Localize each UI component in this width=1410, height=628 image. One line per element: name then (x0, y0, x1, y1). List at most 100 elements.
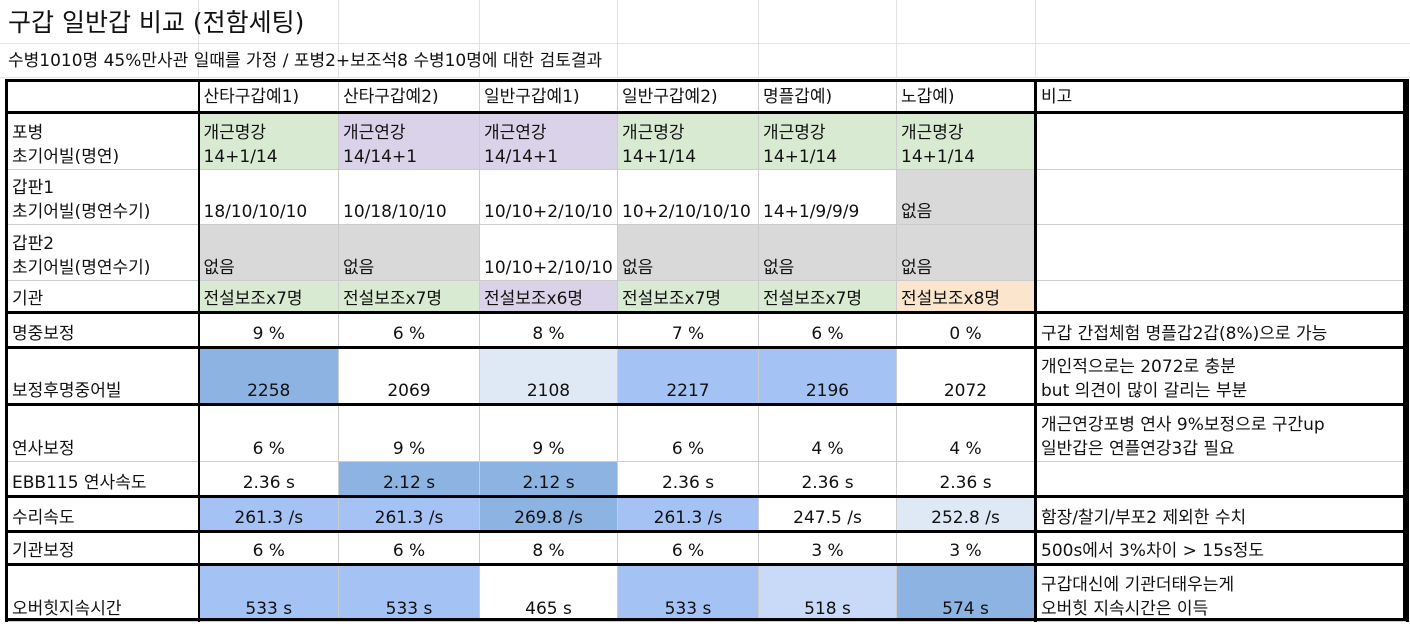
value-cell[interactable]: 533 s (617, 563, 759, 622)
value-cell[interactable]: 4 % (758, 403, 897, 462)
remark-cell[interactable]: 개인적으로는 2072로 충분 but 의견이 많이 갈리는 부분 (1034, 346, 1409, 405)
table-row: 명중보정 9 % 6 % 8 % 7 % 6 % 0 % 구갑 간접체험 명플갑2갑(8%)으… (5, 311, 1409, 348)
value-cell[interactable]: 2217 (617, 346, 759, 405)
value-cell[interactable]: 개근명강 14+1/14 (896, 112, 1037, 170)
value-cell[interactable]: 2.36 s (617, 461, 759, 497)
remark-cell[interactable]: 500s에서 3%차이 > 15s정도 (1034, 530, 1409, 565)
table-row: 기관보정 6 % 6 % 8 % 6 % 3 % 3 % 500s에서 3%차이 > 15s정… (5, 530, 1409, 565)
value-cell[interactable]: 2.36 s (896, 461, 1037, 497)
value-cell[interactable]: 전설보조x7명 (197, 280, 339, 313)
value-cell[interactable]: 없음 (197, 224, 339, 281)
remark-cell[interactable] (1034, 461, 1409, 497)
value-cell[interactable]: 6 % (617, 530, 759, 565)
value-cell[interactable]: 3 % (758, 530, 897, 565)
value-cell[interactable]: 개근명강 14+1/14 (197, 112, 339, 170)
value-cell[interactable]: 전설보조x7명 (338, 280, 480, 313)
remark-cell[interactable] (1034, 169, 1409, 225)
row-label: 오버힛지속시간 (5, 563, 199, 622)
row-label: 연사보정 (5, 403, 199, 462)
header-remarks: 비고 (1034, 79, 1409, 114)
remark-cell[interactable]: 구갑대신에 기관더태우는게 오버힛 지속시간은 이득 (1034, 563, 1409, 622)
value-cell[interactable]: 518 s (758, 563, 897, 622)
value-cell[interactable]: 8 % (479, 530, 618, 565)
value-cell[interactable]: 전설보조x7명 (758, 280, 897, 313)
value-cell[interactable]: 0 % (896, 311, 1037, 348)
value-cell[interactable]: 6 % (197, 403, 339, 462)
value-cell[interactable]: 2.12 s (479, 461, 618, 497)
value-cell[interactable]: 6 % (197, 530, 339, 565)
value-cell[interactable]: 533 s (197, 563, 339, 622)
value-cell[interactable]: 2.36 s (197, 461, 339, 497)
remark-cell[interactable] (1034, 280, 1409, 313)
value-cell[interactable]: 없음 (617, 224, 759, 281)
remark-cell[interactable]: 구갑 간접체험 명플갑2갑(8%)으로 가능 (1034, 311, 1409, 348)
value-cell[interactable]: 10+2/10/10/10 (617, 169, 759, 225)
value-cell[interactable]: 465 s (479, 563, 618, 622)
value-cell[interactable]: 개근명강 14+1/14 (617, 112, 759, 170)
value-cell[interactable]: 18/10/10/10 (197, 169, 339, 225)
remark-cell[interactable]: 함장/찰기/부포2 제외한 수치 (1034, 495, 1409, 532)
remark-cell[interactable] (1034, 224, 1409, 281)
row-label: EBB115 연사속도 (5, 461, 199, 497)
value-cell[interactable]: 8 % (479, 311, 618, 348)
value-cell[interactable]: 6 % (758, 311, 897, 348)
value-cell[interactable]: 전설보조x7명 (617, 280, 759, 313)
value-cell[interactable]: 533 s (338, 563, 480, 622)
row-label: 기관보정 (5, 530, 199, 565)
value-cell[interactable]: 6 % (617, 403, 759, 462)
value-cell[interactable]: 개근연강 14/14+1 (479, 112, 618, 170)
value-cell[interactable]: 2.36 s (758, 461, 897, 497)
remark-cell[interactable]: 개근연강포병 연사 9%보정으로 구간up 일반갑은 연플연강3갑 필요 (1034, 403, 1409, 462)
value-cell[interactable]: 10/18/10/10 (338, 169, 480, 225)
table-row: 기관 전설보조x7명 전설보조x7명 전설보조x6명 전설보조x7명 전설보조x7명 전설보… (5, 280, 1409, 313)
value-cell[interactable]: 252.8 /s (896, 495, 1037, 532)
sheet-subtitle: 수병1010명 45%만사관 일때를 가정 / 포병2+보조석8 수병10명에 … (8, 51, 603, 71)
value-cell[interactable]: 없음 (896, 169, 1037, 225)
value-cell[interactable]: 14+1/9/9/9 (758, 169, 897, 225)
value-cell[interactable]: 10/10+2/10/10 (479, 169, 618, 225)
value-cell[interactable]: 4 % (896, 403, 1037, 462)
comparison-table: 산타구갑예1) 산타구갑예2) 일반구갑예1) 일반구갑예2) 명플갑예) 노갑예) 비고 포… (5, 79, 1409, 622)
header-example-5: 명플갑예) (758, 79, 897, 114)
row-label: 갑판1 초기어빌(명연수기) (5, 169, 199, 225)
value-cell[interactable]: 없음 (758, 224, 897, 281)
value-cell[interactable]: 7 % (617, 311, 759, 348)
value-cell[interactable]: 2072 (896, 346, 1037, 405)
value-cell[interactable]: 247.5 /s (758, 495, 897, 532)
value-cell[interactable]: 10/10+2/10/10 (479, 224, 618, 281)
value-cell[interactable]: 전설보조x8명 (896, 280, 1037, 313)
sheet-title: 구갑 일반갑 비교 (전함세팅) (8, 8, 305, 37)
header-example-4: 일반구갑예2) (617, 79, 759, 114)
row-label: 보정후명중어빌 (5, 346, 199, 405)
value-cell[interactable]: 개근연강 14/14+1 (338, 112, 480, 170)
value-cell[interactable]: 없음 (338, 224, 480, 281)
table-row: 갑판1 초기어빌(명연수기) 18/10/10/10 10/18/10/10 10/10… (5, 169, 1409, 225)
row-label: 포병 초기어빌(명연) (5, 112, 199, 170)
value-cell[interactable]: 269.8 /s (479, 495, 618, 532)
table-row: EBB115 연사속도 2.36 s 2.12 s 2.12 s 2.36 s 2.36 … (5, 461, 1409, 497)
header-example-6: 노갑예) (896, 79, 1037, 114)
value-cell[interactable]: 2.12 s (338, 461, 480, 497)
header-row: 산타구갑예1) 산타구갑예2) 일반구갑예1) 일반구갑예2) 명플갑예) 노갑예) 비고 (5, 79, 1409, 114)
header-example-2: 산타구갑예2) (338, 79, 480, 114)
value-cell[interactable]: 2196 (758, 346, 897, 405)
value-cell[interactable]: 2258 (197, 346, 339, 405)
value-cell[interactable]: 6 % (338, 530, 480, 565)
value-cell[interactable]: 9 % (197, 311, 339, 348)
value-cell[interactable]: 261.3 /s (617, 495, 759, 532)
value-cell[interactable]: 6 % (338, 311, 480, 348)
value-cell[interactable]: 전설보조x6명 (479, 280, 618, 313)
value-cell[interactable]: 9 % (338, 403, 480, 462)
value-cell[interactable]: 261.3 /s (197, 495, 339, 532)
value-cell[interactable]: 2108 (479, 346, 618, 405)
value-cell[interactable]: 없음 (896, 224, 1037, 281)
row-label: 갑판2 초기어빌(명연수기) (5, 224, 199, 281)
value-cell[interactable]: 개근명강 14+1/14 (758, 112, 897, 170)
value-cell[interactable]: 2069 (338, 346, 480, 405)
value-cell[interactable]: 261.3 /s (338, 495, 480, 532)
table-row: 연사보정 6 % 9 % 9 % 6 % 4 % 4 % 개근연강포병 연사 9%보정으로 구… (5, 403, 1409, 462)
value-cell[interactable]: 3 % (896, 530, 1037, 565)
value-cell[interactable]: 9 % (479, 403, 618, 462)
value-cell[interactable]: 574 s (896, 563, 1037, 622)
remark-cell[interactable] (1034, 112, 1409, 170)
